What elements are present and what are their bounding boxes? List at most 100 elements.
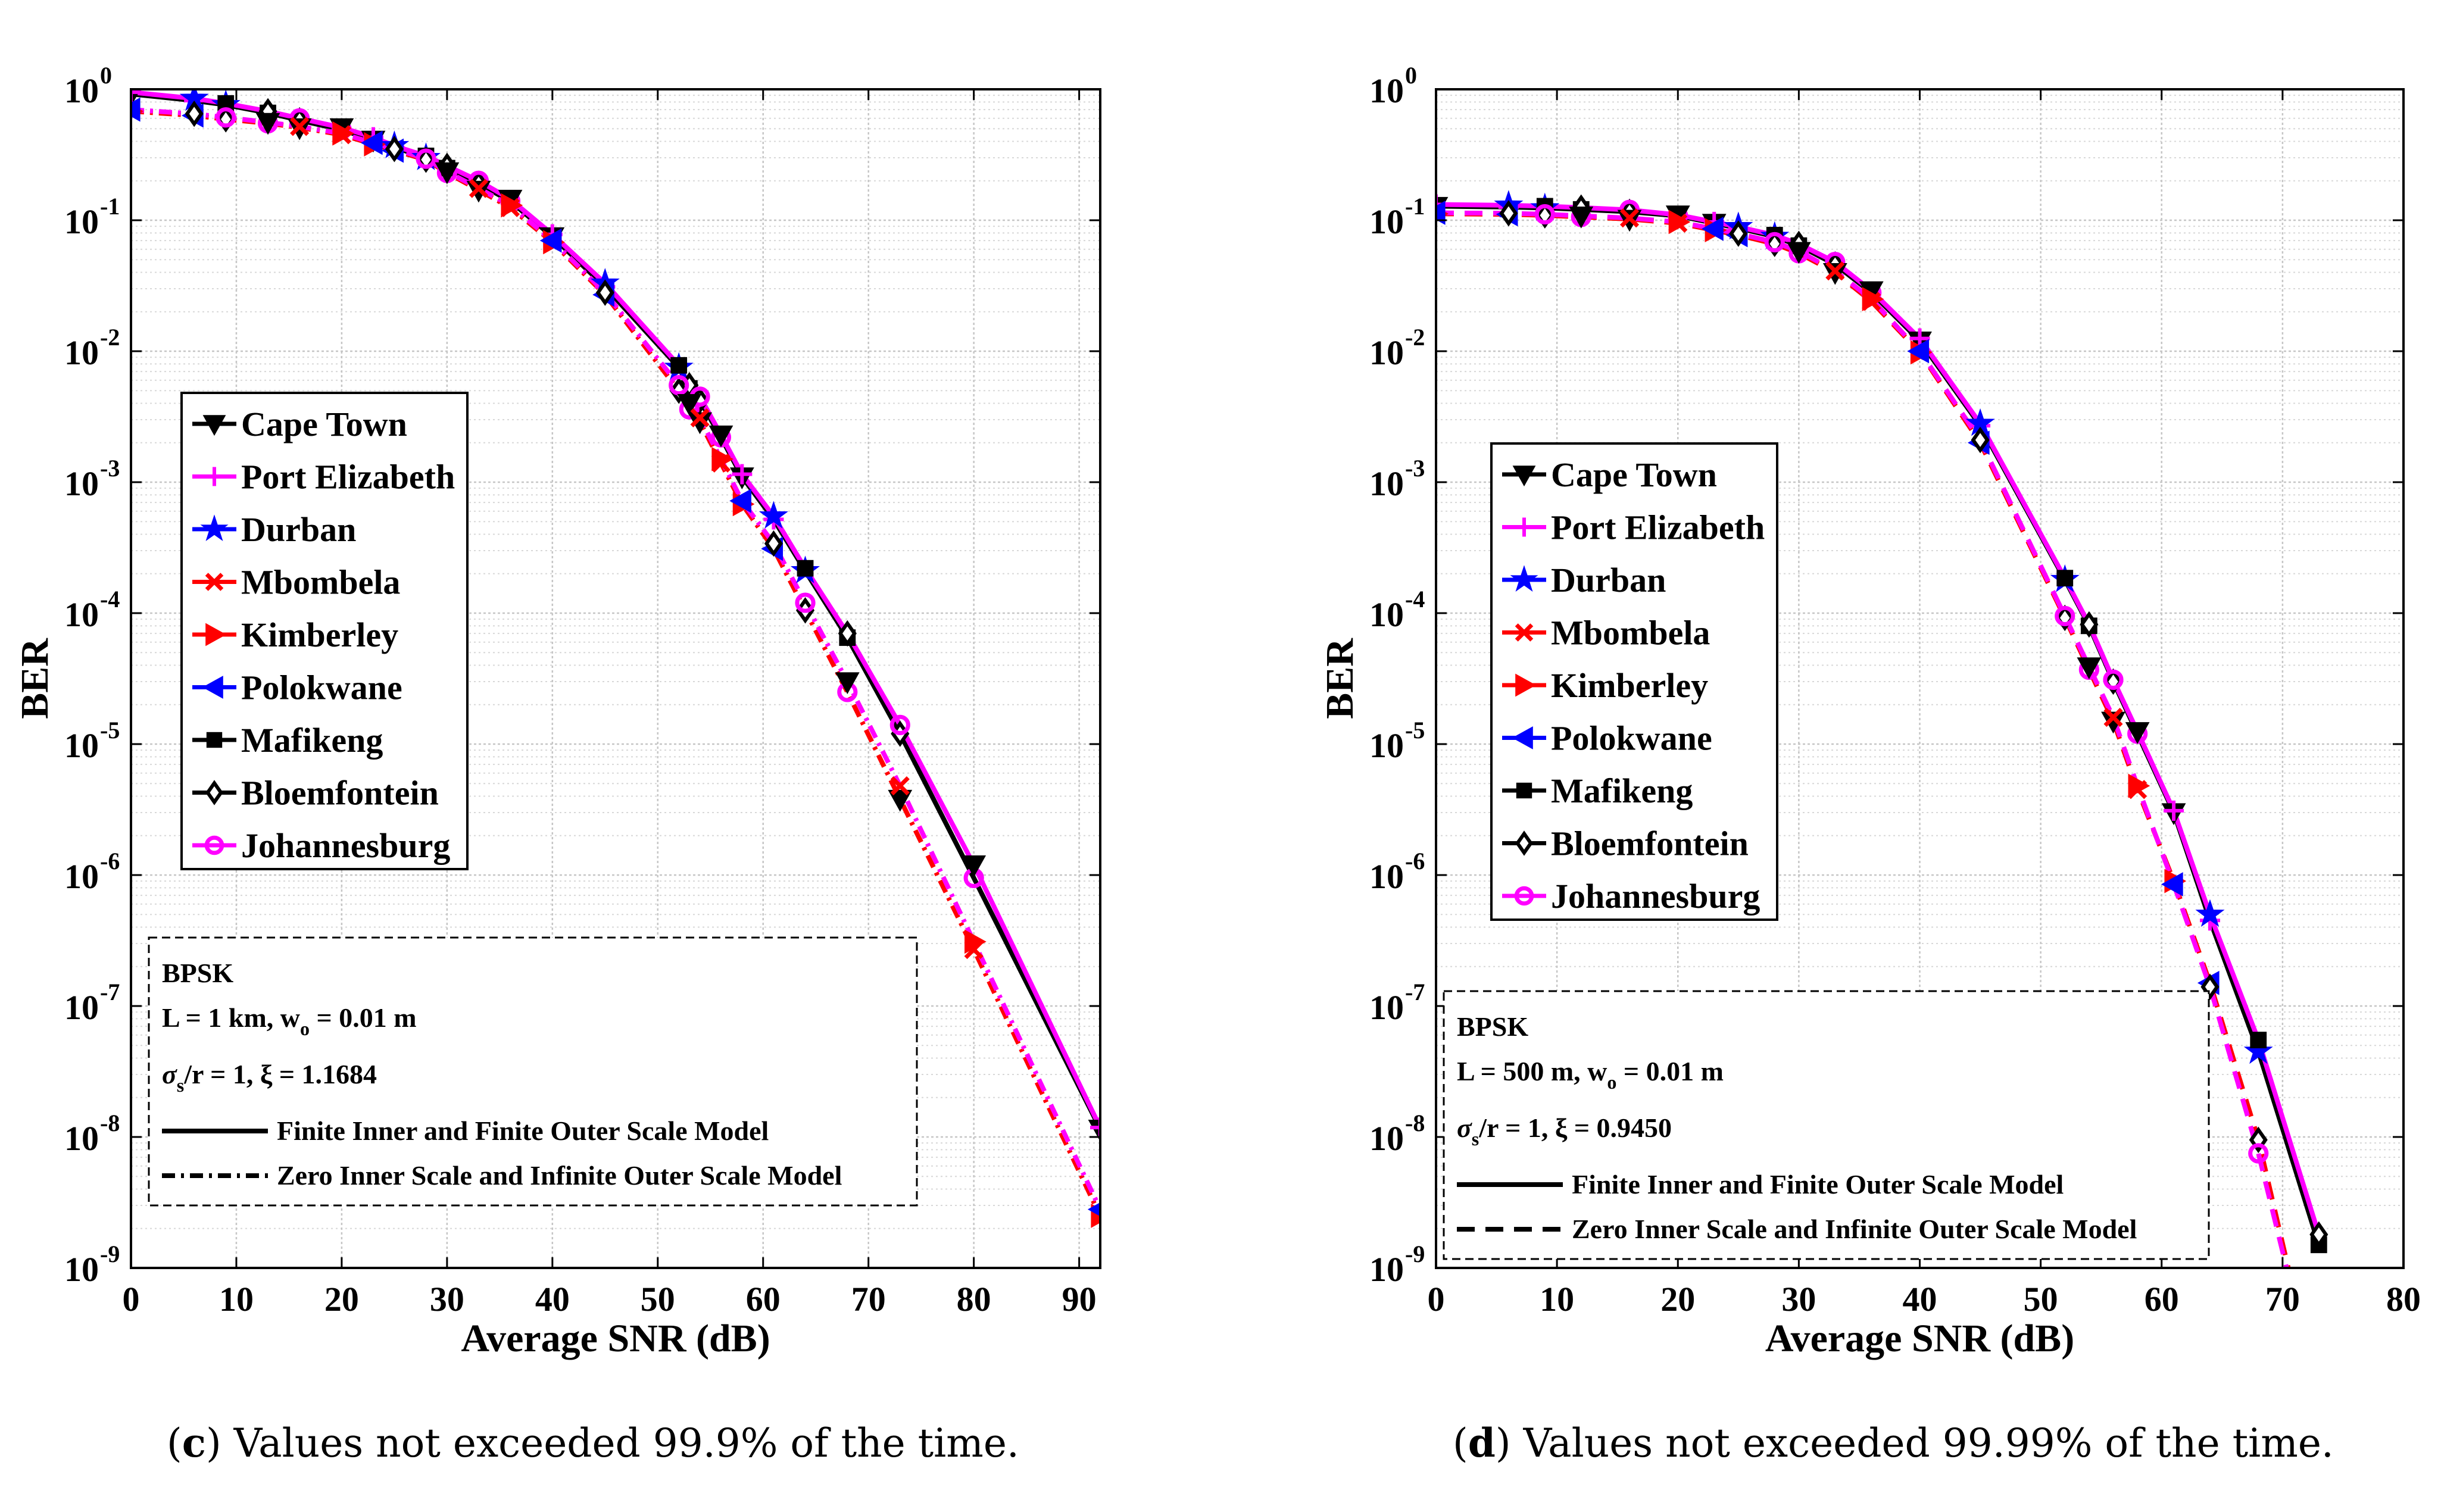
info-sigma-tail: /r = 1, ξ = 1.1684 [183,1059,377,1089]
y-tick-exponent: -2 [100,324,120,351]
y-tick-label: 10 [64,71,99,110]
x-tick-label: 60 [2145,1280,2179,1319]
y-tick-label: 10 [64,1119,99,1158]
data-point [2056,570,2074,587]
info-link-tail: = 0.01 m [310,1002,417,1033]
y-tick-label: 10 [64,988,99,1027]
data-point [416,148,436,169]
data-point [1764,232,1785,252]
y-tick-label: 10 [1369,1119,1404,1158]
legend-label: Kimberley [1551,666,1708,705]
data-point [1619,208,1640,228]
star-icon [200,514,229,541]
x-tick-label: 50 [2024,1280,2058,1319]
data-point [185,100,204,127]
info-sigma-params: σs/r = 1, ξ = 0.9450 [1457,1113,1672,1149]
x-tick-label: 70 [851,1280,886,1319]
x-tick-label: 30 [1781,1280,1816,1319]
data-point [435,162,460,185]
data-point [216,107,236,128]
y-tick-exponent: -3 [100,455,120,482]
y-tick-exponent: 0 [100,62,112,89]
tri-down-icon [1512,466,1536,487]
data-point [2250,1032,2267,1049]
star-icon [1510,565,1538,592]
data-point [1971,426,1990,454]
legend-label: Mbombela [241,563,400,602]
y-tick-label: 10 [64,202,99,241]
legend-box [180,392,469,870]
tri-right-icon [205,623,227,646]
info-modulation: BPSK [162,958,233,988]
y-axis-label: BER [13,638,57,719]
ticks [130,88,1100,1269]
circle-icon [204,835,224,855]
x-tick-label: 0 [1428,1280,1445,1319]
y-tick-exponent: 0 [1405,62,1417,89]
model-solid-label: Finite Inner and Finite Outer Scale Mode… [277,1116,769,1146]
data-point [711,446,734,471]
legend-box [1490,442,1778,921]
data-point [2055,605,2075,627]
grid [1436,95,2403,1229]
info-box-frame [148,936,918,1207]
y-tick-label: 10 [1369,333,1404,372]
data-point [2103,708,2123,727]
legend: Cape Town Port Elizabeth Durban Mbombela Kim… [1490,442,1778,921]
legend-label: Mafikeng [241,721,383,760]
x-icon [1515,623,1534,642]
data-point [1569,207,1594,229]
model-dashed-label: Zero Inner Scale and Infinite Outer Scal… [277,1160,842,1191]
legend-label: Kimberley [241,616,398,654]
data-point [2164,800,2184,821]
legend-label: Mafikeng [1551,771,1693,810]
data-point [2080,611,2099,638]
legend-label: Cape Town [1551,455,1717,494]
plus-icon [205,467,224,486]
data-point [1862,287,1884,311]
data-point [1090,1117,1100,1138]
y-tick-label: 10 [64,333,99,372]
caption-d-letter: d [1468,1420,1496,1466]
x-tick-label: 20 [324,1280,359,1319]
legend: Cape Town Port Elizabeth Durban Mbombela Kim… [180,392,469,870]
y-tick-label: 10 [64,857,99,896]
legend-label: Polokwane [241,668,402,707]
y-tick-exponent: -4 [100,586,120,613]
data-point [2125,722,2150,744]
data-point [758,501,788,529]
data-point [2128,773,2150,798]
data-point [888,789,913,812]
legend-label: Durban [241,510,356,549]
info-sigma-tail: /r = 1, ξ = 0.9450 [1478,1113,1672,1143]
legend-label: Port Elizabeth [1551,508,1765,547]
data-point [2309,1391,2329,1409]
info-box-frame [1443,990,2210,1260]
data-point [1729,220,1748,247]
data-point [2077,657,2102,680]
x-tick-label: 40 [535,1280,570,1319]
y-tick-label: 10 [1369,726,1404,765]
y-tick-exponent: -2 [1405,324,1425,351]
square-icon [206,732,223,748]
model-dashed-label: Zero Inner Scale and Infinite Outer Scal… [1572,1214,2137,1244]
data-point [539,228,562,253]
data-point [385,136,404,163]
x-tick-label: 20 [1660,1280,1695,1319]
data-point [2248,1143,2269,1164]
model-solid-label: Finite Inner and Finite Outer Scale Mode… [1572,1169,2064,1199]
y-tick-exponent: -1 [1405,193,1425,220]
y-tick-exponent: -4 [1405,586,1425,613]
tri-left-icon [1512,726,1533,749]
y-tick-label: 10 [64,595,99,634]
data-point [2103,669,2124,691]
legend-label: Polokwane [1551,719,1712,758]
data-point [962,855,987,877]
y-tick-exponent: -5 [100,717,120,743]
data-point [1825,261,1845,281]
data-point [708,425,733,448]
y-tick-exponent: -5 [1405,717,1425,743]
